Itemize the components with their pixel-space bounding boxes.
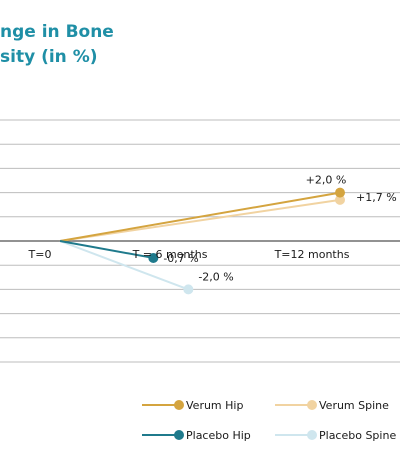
x-tick-label: T=12 months <box>274 248 350 261</box>
series-line-verum-spine <box>59 198 341 242</box>
data-label-placebo-spine: -2,0 % <box>198 270 233 283</box>
chart-title-line-2: sity (in %) <box>0 47 98 67</box>
legend-line-placebo-hip <box>142 430 184 440</box>
legend-label-verum-spine: Verum Spine <box>319 398 389 412</box>
data-label-verum-spine: +1,7 % <box>356 191 397 204</box>
legend-line-verum-hip <box>142 400 184 410</box>
x-tick-label: T=0 <box>28 248 52 261</box>
line-chart: T=0 T = 6 months T=12 months -2,0 % +1,7 % +… <box>0 119 400 363</box>
chart-title: nge in Bone sity (in %) <box>0 20 114 70</box>
legend-label-placebo-spine: Placebo Spine <box>319 428 397 442</box>
legend-line-verum-spine <box>275 400 317 410</box>
data-point-verum-spine <box>335 194 345 205</box>
series-line-placebo-spine <box>59 240 189 291</box>
data-labels: -2,0 % +1,7 % +2,0 % -0,7 % <box>163 174 396 284</box>
legend-marker-verum-spine <box>307 400 317 410</box>
x-axis-ticks: T=0 T = 6 months T=12 months <box>28 248 350 261</box>
legend-label-verum-hip: Verum Hip <box>186 398 244 412</box>
data-point-verum-hip <box>335 187 345 198</box>
chart-grid <box>0 119 400 363</box>
legend-line-placebo-spine <box>275 430 317 440</box>
legend-item-verum-spine: Verum Spine <box>275 395 389 415</box>
series-line-verum-hip <box>59 191 341 242</box>
legend-item-placebo-spine: Placebo Spine <box>275 425 396 445</box>
data-label-verum-hip: +2,0 % <box>306 174 347 187</box>
data-label-placebo-hip: -0,7 % <box>163 252 198 265</box>
data-point-placebo-spine <box>183 284 194 295</box>
legend-marker-placebo-spine <box>307 430 317 440</box>
data-point-placebo-hip <box>148 252 159 263</box>
x-tick-label: T = 6 months <box>132 248 208 261</box>
chart-title-line-1: nge in Bone <box>0 22 114 42</box>
legend-marker-verum-hip <box>174 400 184 410</box>
chart-legend: Verum Hip Verum Spine Placebo Hip Placeb… <box>142 395 400 450</box>
legend-label-placebo-hip: Placebo Hip <box>186 428 251 442</box>
legend-item-verum-hip: Verum Hip <box>142 395 243 415</box>
legend-item-placebo-hip: Placebo Hip <box>142 425 251 445</box>
chart-series <box>59 187 345 295</box>
legend-marker-placebo-hip <box>174 430 184 440</box>
series-line-placebo-hip <box>59 240 154 259</box>
